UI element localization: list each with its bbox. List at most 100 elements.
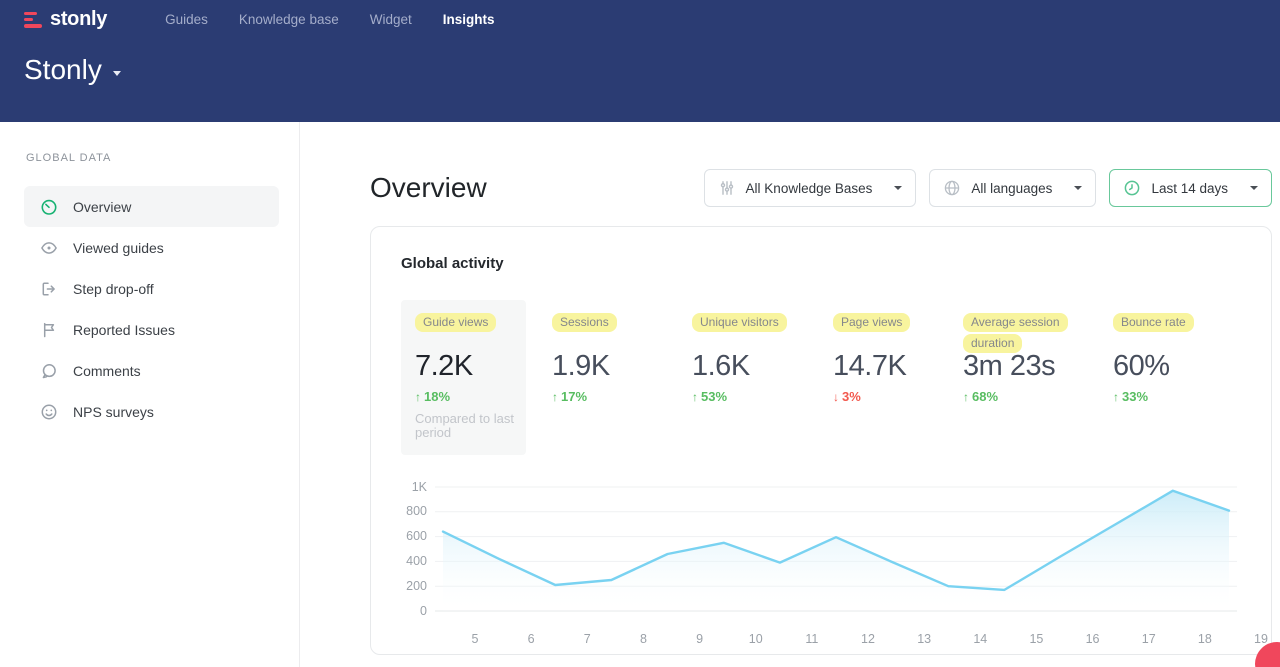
smiley-icon	[40, 403, 58, 421]
x-tick-label: 10	[749, 632, 763, 646]
nav-items: Guides Knowledge base Widget Insights	[165, 12, 494, 27]
metric-value: 7.2K	[415, 350, 512, 382]
filter-languages[interactable]: All languages	[929, 169, 1096, 207]
arrow-up-icon: ↑	[552, 390, 558, 404]
metric-value: 1.9K	[552, 350, 692, 382]
sidebar-item-label: NPS surveys	[73, 404, 154, 420]
metric-label: Page views	[833, 313, 910, 332]
step-out-icon	[40, 280, 58, 298]
main-content: Overview All Knowledge Bases	[300, 122, 1280, 667]
metric-bounce-rate[interactable]: Bounce rate 60% ↑33%	[1113, 312, 1194, 404]
nav-item-insights[interactable]: Insights	[443, 12, 495, 27]
sidebar-item-viewed-guides[interactable]: Viewed guides	[24, 227, 279, 268]
metric-delta: ↑17%	[552, 389, 692, 404]
gauge-icon	[40, 198, 58, 216]
metric-value: 3m 23s	[963, 350, 1113, 382]
metric-delta: ↓3%	[833, 389, 963, 404]
sidebar-item-reported-issues[interactable]: Reported Issues	[24, 309, 279, 350]
sidebar-item-label: Comments	[73, 363, 141, 379]
globe-icon	[943, 179, 961, 197]
workspace-selector[interactable]: Stonly	[24, 54, 1256, 86]
card-title: Global activity	[401, 255, 1241, 272]
y-tick-label: 400	[406, 554, 427, 568]
metrics-row: Guide views 7.2K ↑18% Compared to last p…	[401, 300, 1241, 455]
chart-x-axis: 5678910111213141516171819	[433, 632, 1243, 650]
sidebar-item-label: Reported Issues	[73, 322, 175, 338]
arrow-down-icon: ↓	[833, 390, 839, 404]
sidebar-list: Overview Viewed guides Step drop-off	[24, 186, 279, 432]
metric-label: Bounce rate	[1113, 313, 1194, 332]
metric-label: Unique visitors	[692, 313, 787, 332]
y-tick-label: 800	[406, 504, 427, 518]
metric-guide-views[interactable]: Guide views 7.2K ↑18% Compared to last p…	[401, 300, 526, 455]
flag-icon	[40, 321, 58, 339]
y-tick-label: 600	[406, 529, 427, 543]
x-tick-label: 9	[696, 632, 703, 646]
y-tick-label: 0	[420, 604, 427, 618]
nav-item-widget[interactable]: Widget	[370, 12, 412, 27]
x-tick-label: 7	[584, 632, 591, 646]
filter-knowledge-bases[interactable]: All Knowledge Bases	[704, 169, 917, 207]
global-activity-chart-svg	[433, 477, 1239, 617]
stonly-logo-icon	[24, 12, 43, 28]
workspace-title: Stonly	[24, 54, 102, 86]
x-tick-label: 17	[1142, 632, 1156, 646]
x-tick-label: 14	[973, 632, 987, 646]
metric-page-views[interactable]: Page views 14.7K ↓3%	[833, 312, 963, 404]
sidebar-item-step-drop-off[interactable]: Step drop-off	[24, 268, 279, 309]
main-nav: stonly Guides Knowledge base Widget Insi…	[24, 0, 1256, 30]
nav-item-guides[interactable]: Guides	[165, 12, 208, 27]
arrow-up-icon: ↑	[963, 390, 969, 404]
top-header: stonly Guides Knowledge base Widget Insi…	[0, 0, 1280, 122]
metric-delta: ↑18%	[415, 389, 512, 404]
nav-item-knowledge-base[interactable]: Knowledge base	[239, 12, 339, 27]
x-tick-label: 16	[1086, 632, 1100, 646]
global-activity-card: Global activity Guide views 7.2K ↑18% Co…	[370, 226, 1272, 655]
sidebar-item-label: Overview	[73, 199, 131, 215]
y-tick-label: 1K	[412, 480, 427, 494]
chevron-down-icon	[1250, 186, 1258, 190]
filter-label: Last 14 days	[1151, 181, 1228, 196]
arrow-up-icon: ↑	[692, 390, 698, 404]
clock-icon	[1123, 179, 1141, 197]
metric-label: Guide views	[415, 313, 496, 332]
filter-label: All Knowledge Bases	[746, 181, 873, 196]
logo-text: stonly	[50, 8, 107, 31]
filters: All Knowledge Bases All languages	[704, 169, 1272, 207]
x-tick-label: 12	[861, 632, 875, 646]
sidebar-item-label: Step drop-off	[73, 281, 154, 297]
x-tick-label: 6	[528, 632, 535, 646]
x-tick-label: 5	[472, 632, 479, 646]
comment-icon	[40, 362, 58, 380]
sliders-icon	[718, 179, 736, 197]
metric-delta: ↑33%	[1113, 389, 1194, 404]
sidebar-item-comments[interactable]: Comments	[24, 350, 279, 391]
metric-note: Compared to last period	[415, 412, 519, 441]
sidebar: GLOBAL DATA Overview Viewed guides	[0, 122, 300, 667]
metric-label: Average session duration	[963, 313, 1068, 353]
sidebar-item-label: Viewed guides	[73, 240, 164, 256]
sidebar-item-nps-surveys[interactable]: NPS surveys	[24, 391, 279, 432]
x-tick-label: 13	[917, 632, 931, 646]
y-tick-label: 200	[406, 579, 427, 593]
x-tick-label: 11	[805, 632, 818, 646]
arrow-up-icon: ↑	[1113, 390, 1119, 404]
metric-value: 60%	[1113, 350, 1194, 382]
metric-avg-session-duration[interactable]: Average session duration 3m 23s ↑68%	[963, 312, 1113, 404]
metric-sessions[interactable]: Sessions 1.9K ↑17%	[552, 312, 692, 404]
chevron-down-icon	[1074, 186, 1082, 190]
stonly-logo[interactable]: stonly	[24, 8, 107, 31]
chart-y-axis: 0 200 400 600 800 1K	[401, 477, 427, 617]
metric-unique-visitors[interactable]: Unique visitors 1.6K ↑53%	[692, 312, 833, 404]
global-activity-chart: 02004006008001K 567891011121314151617181…	[401, 477, 1243, 650]
chevron-down-icon	[894, 186, 902, 190]
sidebar-item-overview[interactable]: Overview	[24, 186, 279, 227]
sidebar-section-title: GLOBAL DATA	[26, 152, 279, 164]
metric-value: 14.7K	[833, 350, 963, 382]
x-tick-label: 15	[1029, 632, 1043, 646]
page-title: Overview	[370, 172, 487, 204]
metric-label: Sessions	[552, 313, 617, 332]
metric-value: 1.6K	[692, 350, 833, 382]
filter-date-range[interactable]: Last 14 days	[1109, 169, 1272, 207]
x-tick-label: 8	[640, 632, 647, 646]
